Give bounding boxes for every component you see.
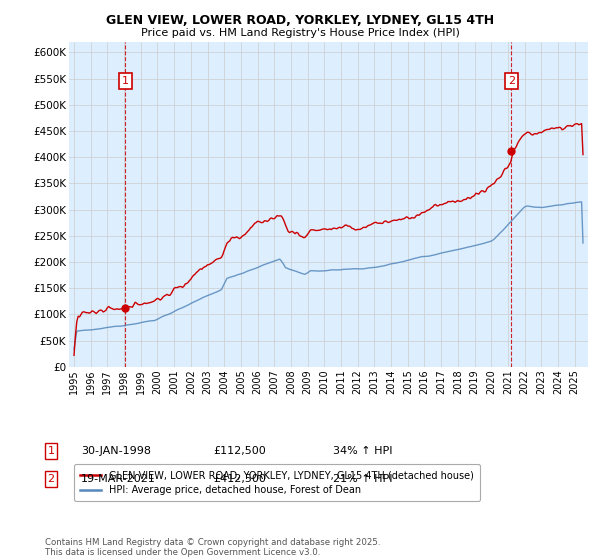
Text: GLEN VIEW, LOWER ROAD, YORKLEY, LYDNEY, GL15 4TH: GLEN VIEW, LOWER ROAD, YORKLEY, LYDNEY, …: [106, 14, 494, 27]
Text: 2: 2: [47, 474, 55, 484]
Text: Contains HM Land Registry data © Crown copyright and database right 2025.
This d: Contains HM Land Registry data © Crown c…: [45, 538, 380, 557]
Text: 19-MAR-2021: 19-MAR-2021: [81, 474, 156, 484]
Text: Price paid vs. HM Land Registry's House Price Index (HPI): Price paid vs. HM Land Registry's House …: [140, 28, 460, 38]
Text: £112,500: £112,500: [213, 446, 266, 456]
Text: 30-JAN-1998: 30-JAN-1998: [81, 446, 151, 456]
Text: 34% ↑ HPI: 34% ↑ HPI: [333, 446, 392, 456]
Legend: GLEN VIEW, LOWER ROAD, YORKLEY, LYDNEY, GL15 4TH (detached house), HPI: Average : GLEN VIEW, LOWER ROAD, YORKLEY, LYDNEY, …: [74, 464, 479, 501]
Text: £412,500: £412,500: [213, 474, 266, 484]
Text: 2: 2: [508, 76, 515, 86]
Text: 21% ↑ HPI: 21% ↑ HPI: [333, 474, 392, 484]
Text: 1: 1: [47, 446, 55, 456]
Text: 1: 1: [122, 76, 129, 86]
